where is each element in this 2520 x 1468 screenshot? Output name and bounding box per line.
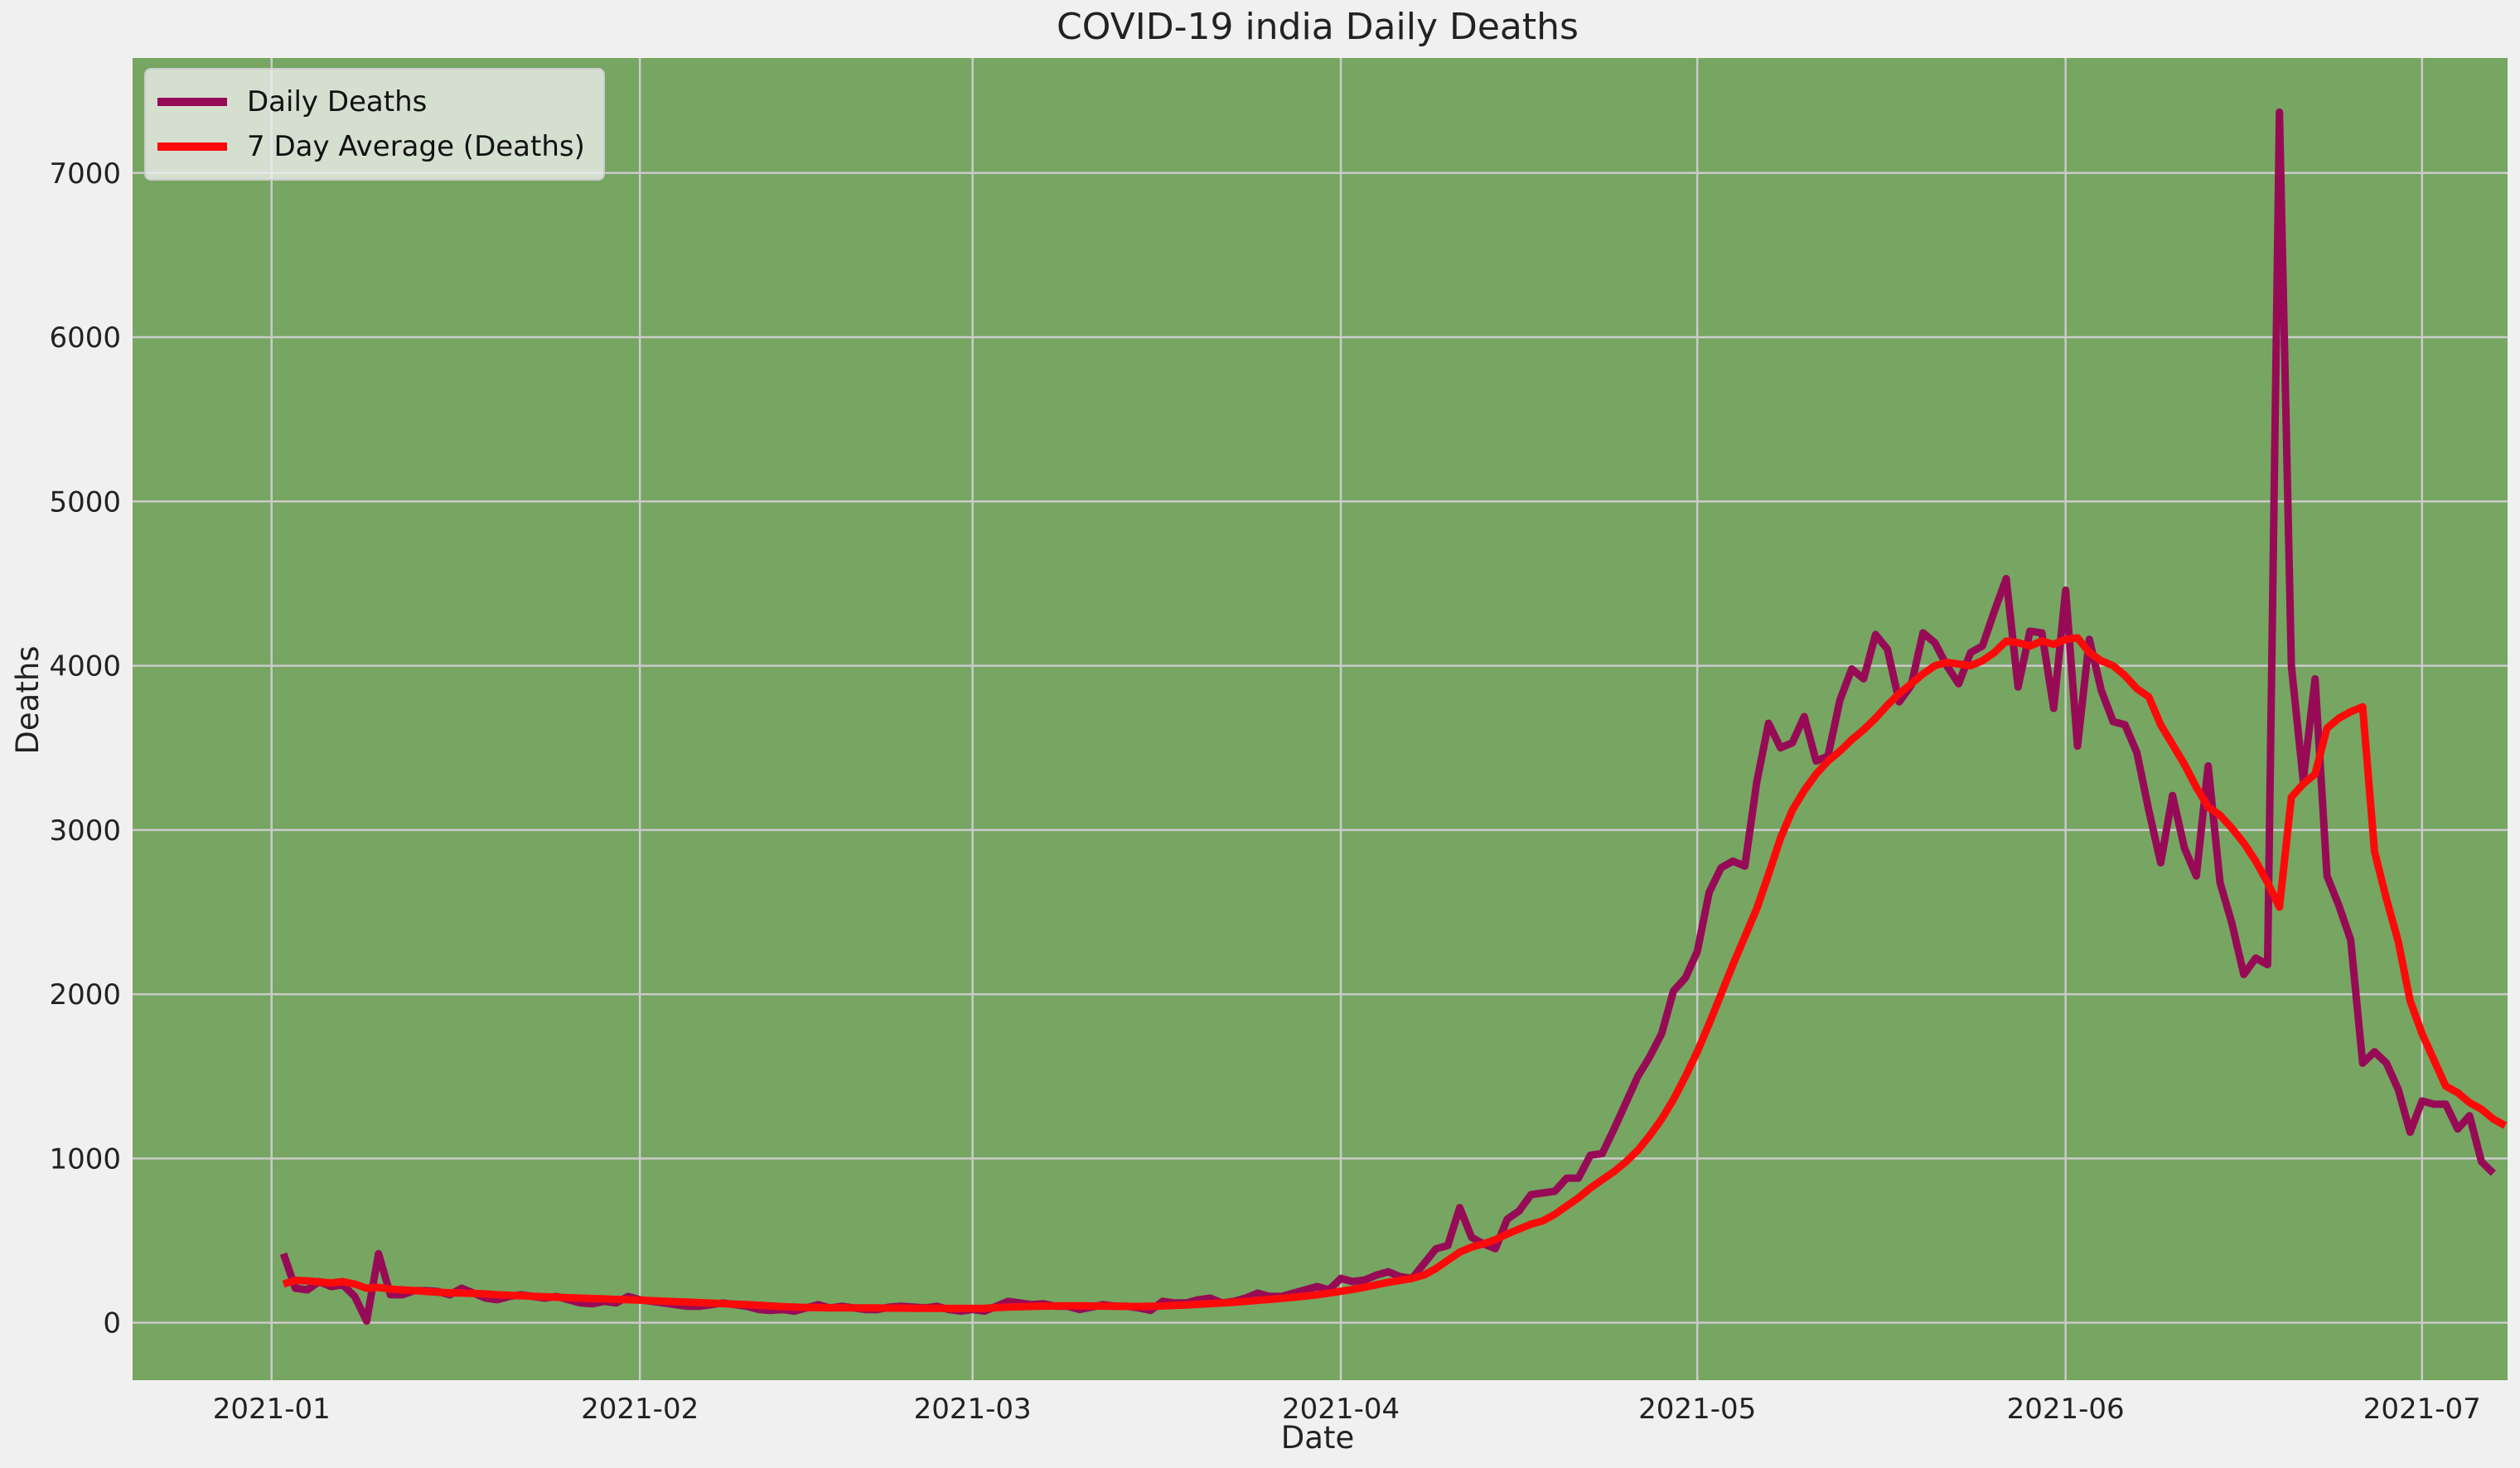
y-tick-label: 6000	[49, 321, 121, 355]
y-axis-label: Deaths	[10, 645, 46, 754]
x-tick-label: 2021-04	[1282, 1393, 1400, 1426]
legend-swatch-daily-deaths	[157, 98, 227, 106]
plot-background	[133, 58, 2508, 1380]
x-tick-label: 2021-05	[1638, 1393, 1756, 1426]
series-line-7-day-average	[282, 634, 2508, 1312]
x-axis-label: Date	[1281, 1420, 1354, 1456]
x-tick-label: 2021-02	[581, 1393, 699, 1426]
y-tick-label: 0	[103, 1307, 121, 1340]
y-tick-label: 1000	[49, 1142, 121, 1176]
legend-label-7-day-average: 7 Day Average (Deaths)	[247, 130, 585, 163]
x-gridlines	[270, 58, 2424, 1380]
legend-entry-daily-deaths: Daily Deaths	[157, 80, 585, 124]
x-tick-label: 2021-03	[914, 1393, 1032, 1426]
series-lines	[279, 108, 2508, 1326]
y-tick-label: 2000	[49, 978, 121, 1012]
y-tick-label: 4000	[49, 650, 121, 683]
x-tick-labels: 2021-01 2021-02 2021-03 2021-04 2021-05 2021-…	[213, 1393, 2481, 1426]
legend-swatch-7-day-average	[157, 142, 227, 151]
chart-legend: Daily Deaths 7 Day Average (Deaths)	[144, 68, 605, 181]
legend-label-daily-deaths: Daily Deaths	[247, 85, 428, 118]
x-tick-label: 2021-07	[2363, 1393, 2481, 1426]
y-tick-label: 5000	[49, 485, 121, 519]
y-tick-label: 3000	[49, 814, 121, 847]
y-tick-labels: 0 1000 2000 3000 4000 5000 6000 7000	[49, 157, 121, 1340]
legend-entry-7-day-average: 7 Day Average (Deaths)	[157, 124, 585, 169]
chart-title: COVID-19 india Daily Deaths	[1057, 6, 1579, 48]
x-tick-label: 2021-01	[213, 1393, 331, 1426]
y-tick-label: 7000	[49, 157, 121, 191]
x-tick-label: 2021-06	[2007, 1393, 2125, 1426]
y-gridlines	[133, 171, 2508, 1324]
